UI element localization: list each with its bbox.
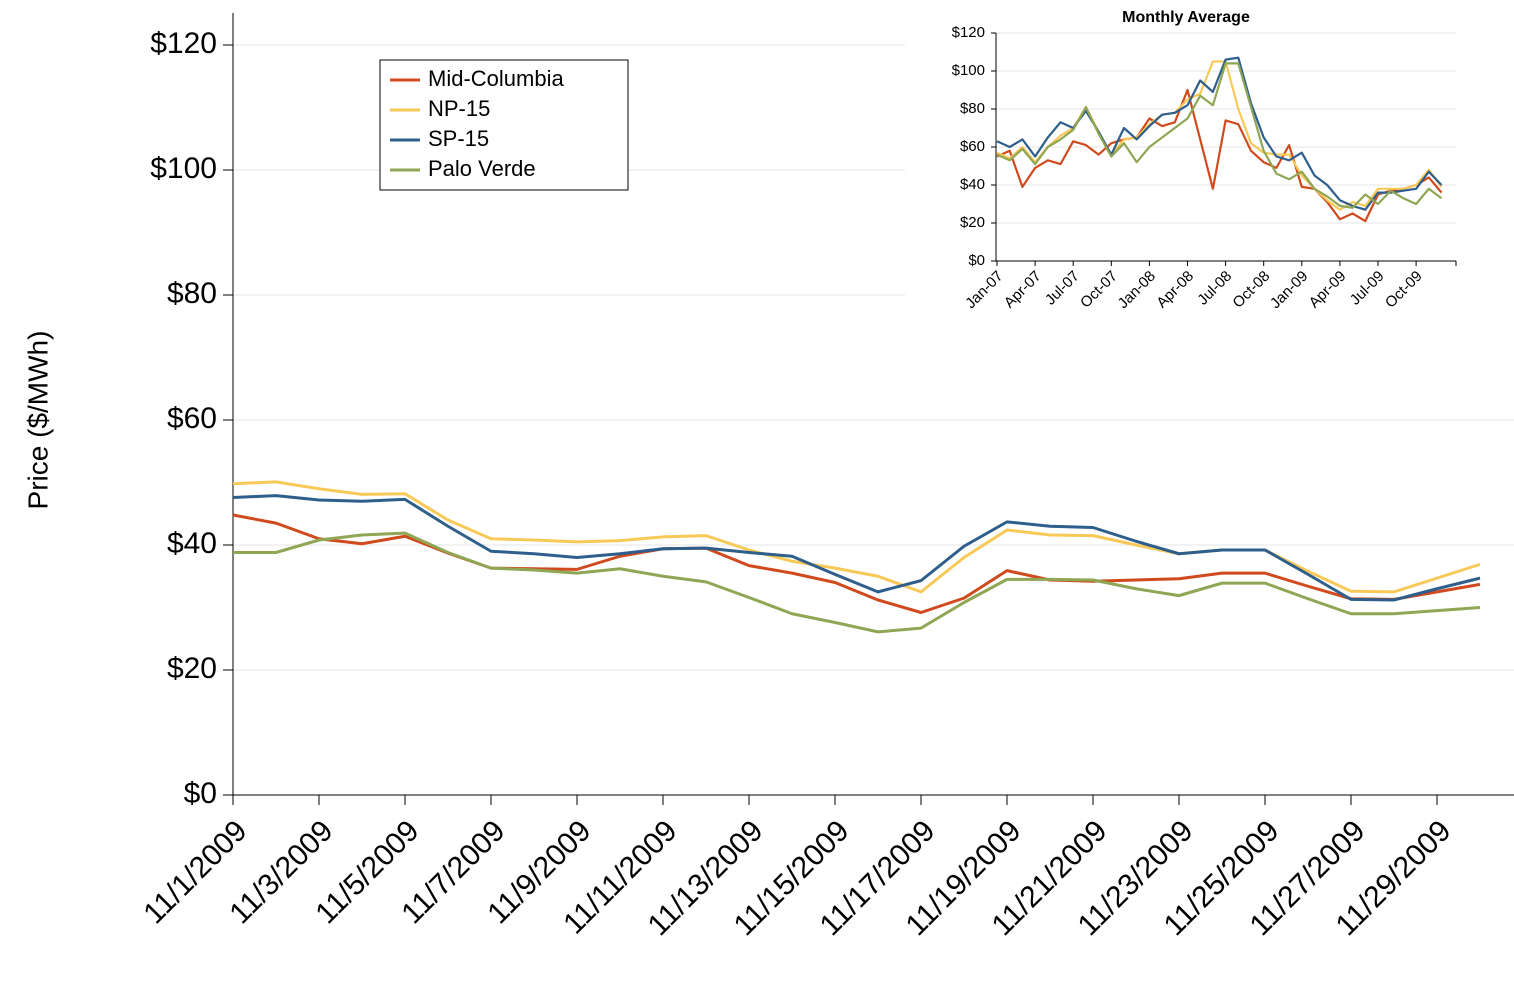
series-line [232, 480, 1481, 594]
y-axis-label: Price ($/MWh) [22, 331, 53, 510]
y-tick-label: $60 [167, 402, 217, 435]
y-tick-label: $100 [150, 152, 217, 185]
y-tick-label: $120 [150, 27, 217, 60]
series-line [232, 494, 1481, 602]
y-tick-label: $120 [952, 24, 985, 41]
y-tick-label: $40 [167, 527, 217, 560]
y-tick-label: $0 [968, 252, 985, 269]
inset-background [905, 0, 1514, 385]
y-tick-label: $20 [167, 652, 217, 685]
chart-title: Monthly Average [1122, 9, 1250, 26]
y-tick-label: $80 [167, 277, 217, 310]
y-tick-label: $20 [960, 214, 985, 231]
legend-label: Palo Verde [428, 156, 536, 181]
legend-label: NP-15 [428, 96, 490, 121]
legend-box [379, 59, 629, 191]
y-tick-label: $100 [952, 62, 985, 79]
y-tick-label: $0 [184, 777, 217, 810]
legend-label: Mid-Columbia [428, 66, 564, 91]
series-line [996, 56, 1443, 211]
y-tick-label: $60 [960, 138, 985, 155]
series-line [233, 531, 1481, 634]
legend-label: SP-15 [428, 126, 489, 151]
series-line [996, 62, 1443, 209]
series-line [996, 88, 1443, 223]
y-tick-label: $40 [960, 176, 985, 193]
y-tick-label: $80 [960, 100, 985, 117]
series-line [996, 60, 1443, 211]
